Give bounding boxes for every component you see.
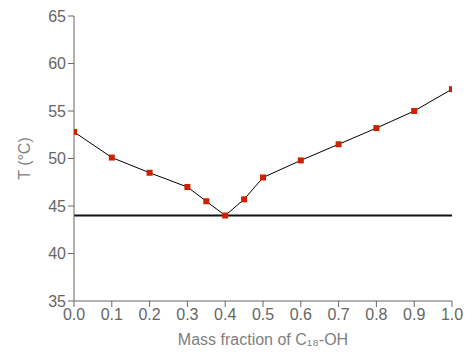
svg-text:0.6: 0.6: [290, 306, 312, 323]
svg-text:40: 40: [48, 245, 66, 262]
svg-text:0.0: 0.0: [63, 306, 85, 323]
svg-text:0.9: 0.9: [403, 306, 425, 323]
svg-text:1.0: 1.0: [441, 306, 463, 323]
svg-text:0.5: 0.5: [252, 306, 274, 323]
svg-text:50: 50: [48, 150, 66, 167]
svg-text:T (°C): T (°C): [16, 137, 33, 180]
svg-text:0.4: 0.4: [214, 306, 236, 323]
svg-text:0.8: 0.8: [365, 306, 387, 323]
svg-text:0.3: 0.3: [176, 306, 198, 323]
svg-text:55: 55: [48, 103, 66, 120]
svg-text:35: 35: [48, 293, 66, 310]
svg-text:45: 45: [48, 198, 66, 215]
svg-text:0.1: 0.1: [101, 306, 123, 323]
svg-text:60: 60: [48, 55, 66, 72]
svg-text:65: 65: [48, 8, 66, 25]
svg-text:Mass fraction of C₁₈-OH: Mass fraction of C₁₈-OH: [178, 331, 348, 348]
svg-text:0.2: 0.2: [138, 306, 160, 323]
svg-text:0.7: 0.7: [327, 306, 349, 323]
